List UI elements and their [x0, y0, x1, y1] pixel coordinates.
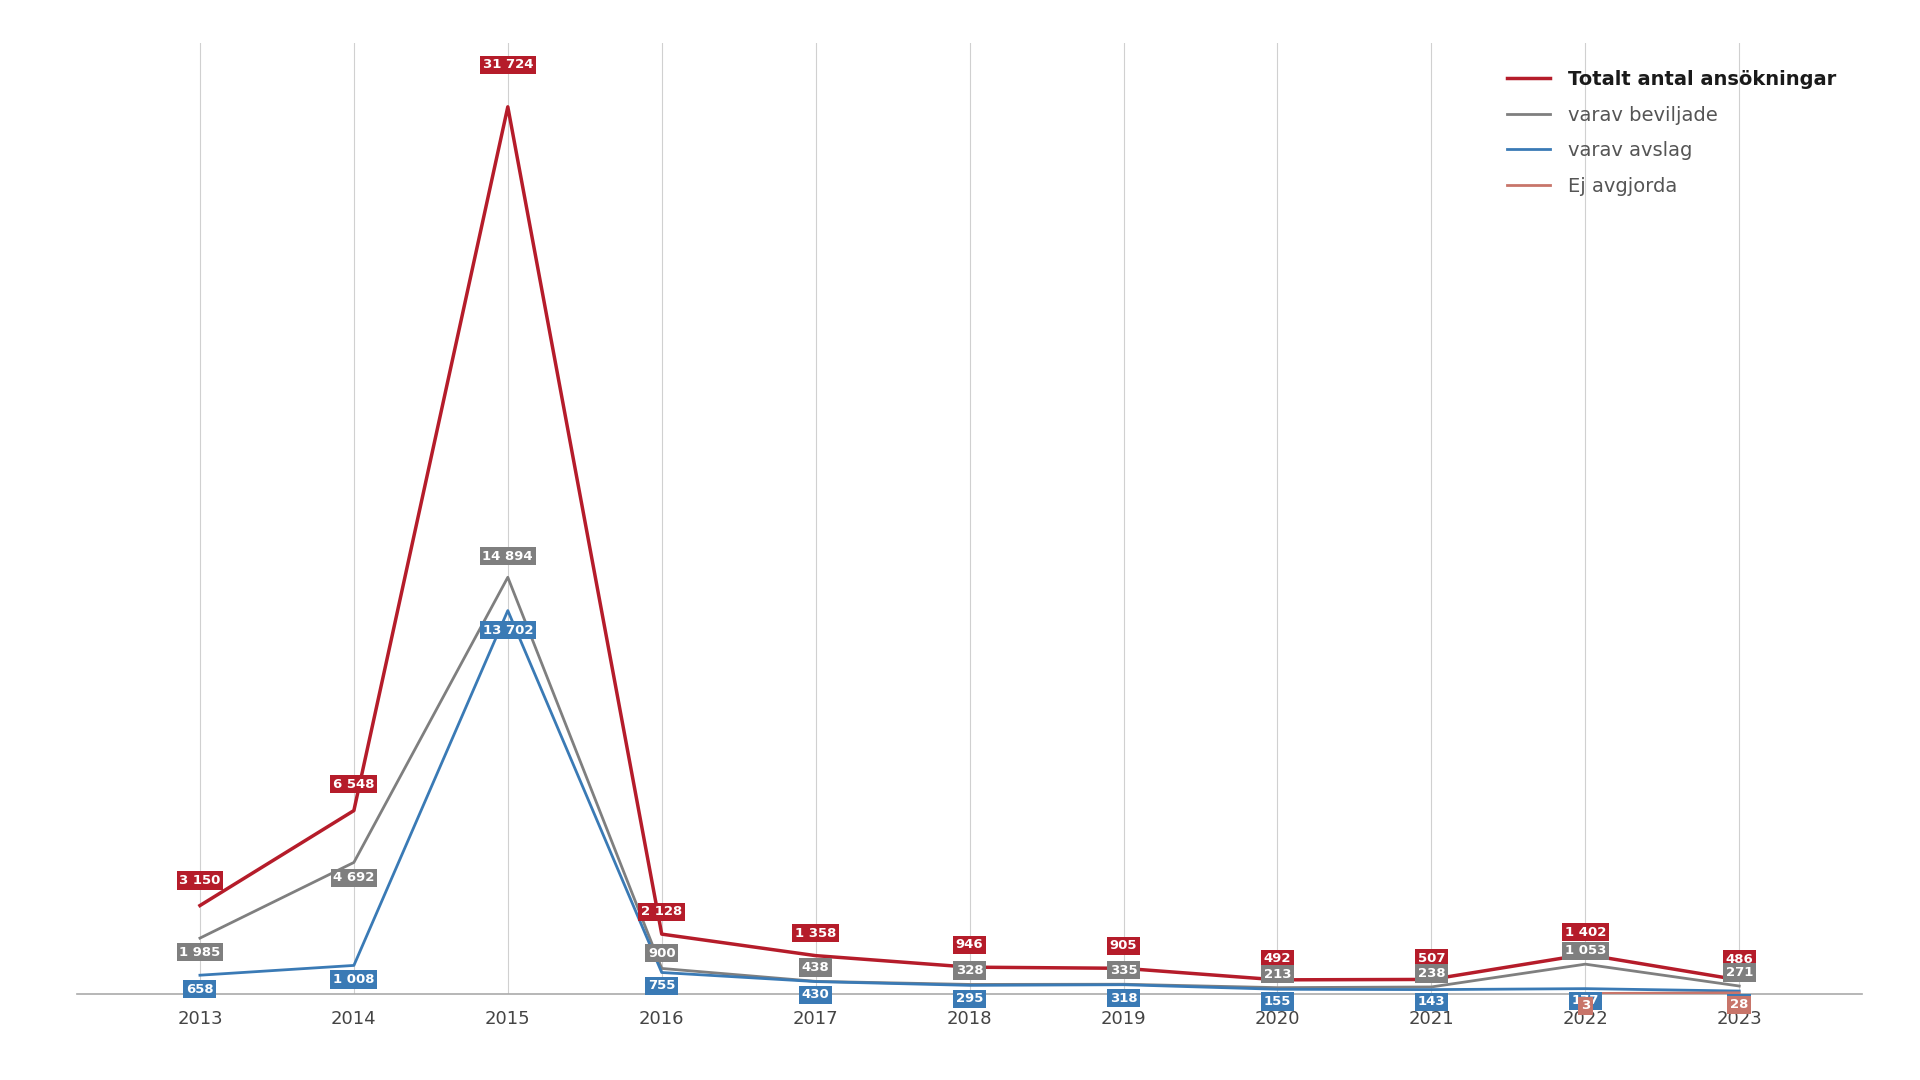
- Text: 492: 492: [1263, 953, 1292, 966]
- Text: 1 358: 1 358: [795, 927, 837, 940]
- Text: 1 985: 1 985: [179, 946, 221, 959]
- Legend: Totalt antal ansökningar, varav beviljade, varav avslag, Ej avgjorda: Totalt antal ansökningar, varav beviljad…: [1500, 63, 1843, 203]
- Text: 486: 486: [1726, 953, 1753, 966]
- Text: 4 692: 4 692: [334, 872, 374, 885]
- Text: 1 008: 1 008: [334, 973, 374, 986]
- Text: 271: 271: [1726, 967, 1753, 980]
- Text: 155: 155: [1263, 995, 1290, 1008]
- Text: 430: 430: [803, 988, 829, 1001]
- Text: 28: 28: [1730, 998, 1749, 1011]
- Text: 658: 658: [186, 983, 213, 996]
- Text: 1 402: 1 402: [1565, 926, 1605, 939]
- Text: 6 548: 6 548: [334, 778, 374, 791]
- Text: 328: 328: [956, 964, 983, 977]
- Text: 905: 905: [1110, 940, 1137, 953]
- Text: 14 894: 14 894: [482, 550, 534, 563]
- Text: 438: 438: [803, 961, 829, 974]
- Text: 507: 507: [1417, 951, 1446, 964]
- Text: 143: 143: [1417, 996, 1446, 1009]
- Text: 2 128: 2 128: [641, 905, 682, 918]
- Text: 755: 755: [649, 980, 676, 993]
- Text: 13 702: 13 702: [482, 623, 534, 636]
- Text: 177: 177: [1572, 995, 1599, 1008]
- Text: 3: 3: [1580, 999, 1590, 1012]
- Text: 238: 238: [1417, 967, 1446, 980]
- Text: 3 150: 3 150: [179, 874, 221, 887]
- Text: 31 724: 31 724: [482, 58, 534, 71]
- Text: 213: 213: [1263, 968, 1292, 981]
- Text: 335: 335: [1110, 963, 1137, 976]
- Text: 946: 946: [956, 939, 983, 951]
- Text: 900: 900: [647, 946, 676, 959]
- Text: 1 053: 1 053: [1565, 944, 1605, 957]
- Text: 318: 318: [1110, 991, 1137, 1004]
- Text: 92: 92: [1730, 997, 1749, 1010]
- Text: 295: 295: [956, 993, 983, 1005]
